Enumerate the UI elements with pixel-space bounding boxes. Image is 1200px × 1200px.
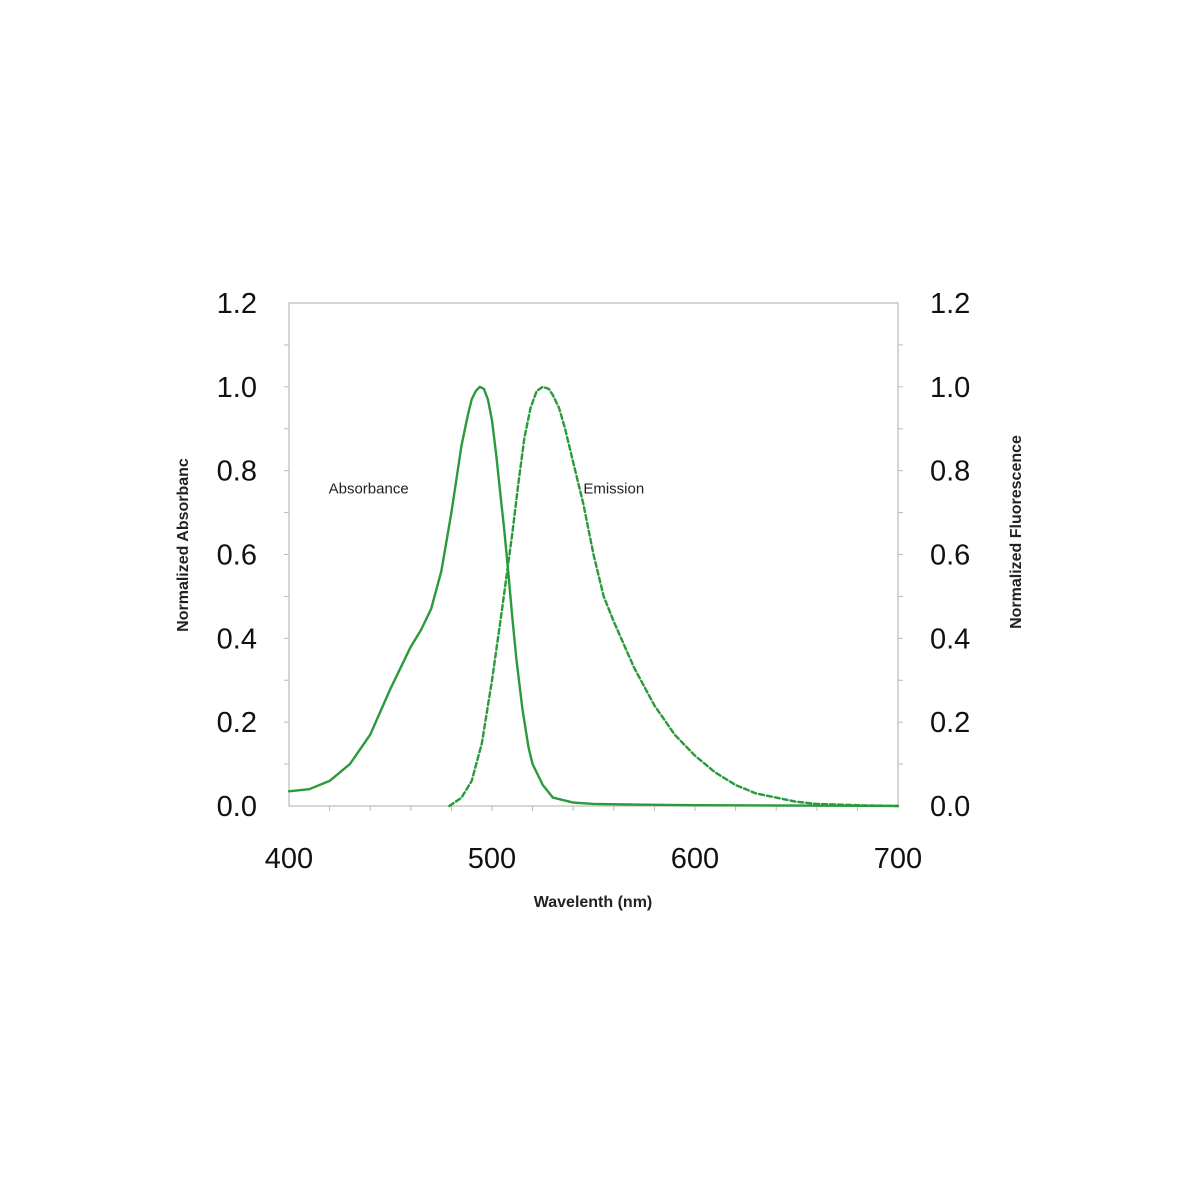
- x-tick-label: 700: [874, 843, 922, 875]
- y-left-tick-label: 0.4: [217, 623, 257, 655]
- y-right-tick-label: 1.0: [930, 372, 970, 404]
- y-left-tick-label: 0.8: [217, 456, 257, 488]
- right-y-axis-title: Normalized Fluorescence: [1008, 435, 1025, 629]
- axis-tick-marks: [284, 344, 903, 811]
- y-left-tick-label: 0.0: [217, 791, 257, 823]
- x-tick-label: 500: [468, 843, 516, 875]
- y-right-tick-label: 0.2: [930, 707, 970, 739]
- y-left-tick-label: 1.0: [217, 372, 257, 404]
- y-right-tick-label: 0.0: [930, 791, 970, 823]
- y-left-tick-label: 1.2: [217, 288, 257, 320]
- series-line-emission: [448, 385, 900, 808]
- y-right-tick-label: 0.6: [930, 540, 970, 572]
- series-layer: [287, 385, 900, 808]
- left-y-tick-labels: 0.0 0.2 0.4 0.6 0.8 1.0 1.2: [217, 288, 257, 823]
- annotation-emission: Emission: [583, 480, 644, 497]
- x-tick-label: 600: [671, 843, 719, 875]
- annotation-absorbance: Absorbance: [329, 480, 409, 497]
- right-y-tick-labels: 0.0 0.2 0.4 0.6 0.8 1.0 1.2: [930, 288, 970, 823]
- x-axis-title: Wavelenth (nm): [534, 894, 653, 911]
- y-right-tick-label: 1.2: [930, 288, 970, 320]
- left-y-axis-title: Normalized Absorbanc: [175, 458, 192, 632]
- y-right-tick-label: 0.4: [930, 623, 970, 655]
- annotation-layer: Absorbance Emission: [329, 480, 645, 497]
- x-tick-label: 400: [265, 843, 313, 875]
- y-right-tick-label: 0.8: [930, 456, 970, 488]
- x-tick-labels: 400 500 600 700: [265, 843, 922, 875]
- series-line-absorbance: [287, 385, 900, 808]
- y-left-tick-label: 0.2: [217, 707, 257, 739]
- y-left-tick-label: 0.6: [217, 540, 257, 572]
